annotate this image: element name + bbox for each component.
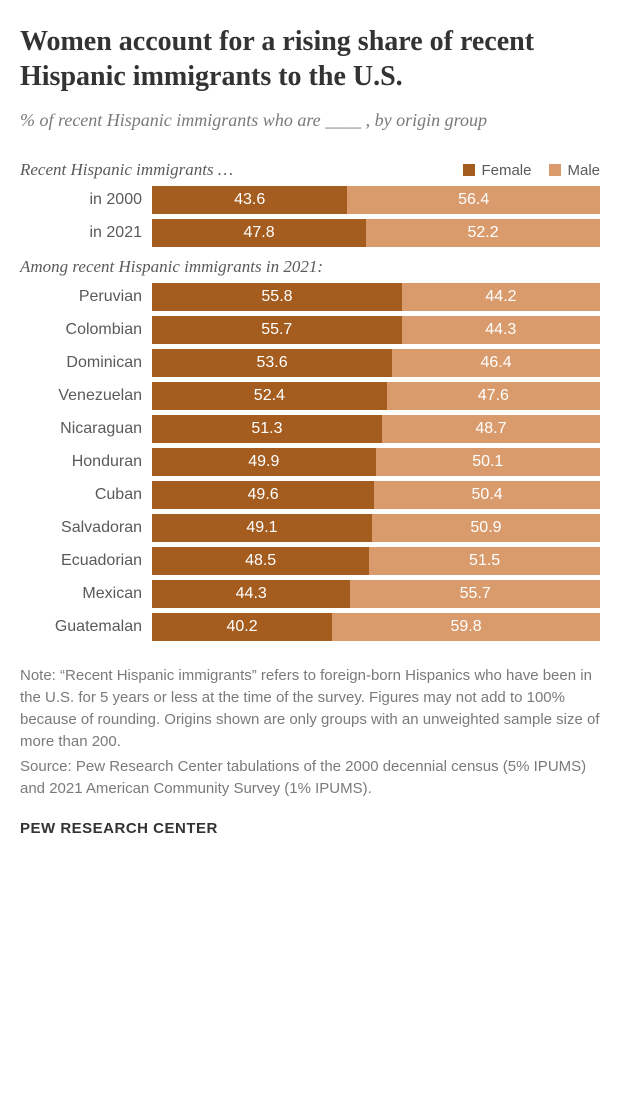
- stacked-bar: 49.950.1: [152, 448, 600, 476]
- bar-segment-male: 50.1: [376, 448, 600, 476]
- legend-female-label: Female: [481, 162, 531, 179]
- bar-segment-male: 59.8: [332, 613, 600, 641]
- row-label: Dominican: [20, 354, 152, 372]
- legend-female: Female: [463, 162, 531, 179]
- stacked-bar: 40.259.8: [152, 613, 600, 641]
- note-text: Note: “Recent Hispanic immigrants” refer…: [20, 665, 600, 752]
- stacked-bar: 51.348.7: [152, 415, 600, 443]
- bar-segment-female: 48.5: [152, 547, 369, 575]
- stacked-bar: 44.355.7: [152, 580, 600, 608]
- bar-segment-female: 55.7: [152, 316, 402, 344]
- row-label: Ecuadorian: [20, 552, 152, 570]
- legend-row: Recent Hispanic immigrants … Female Male: [20, 160, 600, 180]
- bar-row: in 202147.852.2: [20, 219, 600, 247]
- bar-segment-male: 52.2: [366, 219, 600, 247]
- legend-male: Male: [549, 162, 600, 179]
- bar-segment-male: 51.5: [369, 547, 600, 575]
- legend: Female Male: [463, 162, 600, 179]
- bar-row: Colombian55.744.3: [20, 316, 600, 344]
- chart-section2: Peruvian55.844.2Colombian55.744.3Dominic…: [20, 283, 600, 641]
- swatch-female: [463, 164, 475, 176]
- swatch-male: [549, 164, 561, 176]
- bar-row: Salvadoran49.150.9: [20, 514, 600, 542]
- bar-segment-male: 55.7: [350, 580, 600, 608]
- footer-attribution: PEW RESEARCH CENTER: [20, 820, 600, 837]
- bar-row: Honduran49.950.1: [20, 448, 600, 476]
- bar-segment-male: 44.3: [402, 316, 600, 344]
- stacked-bar: 49.650.4: [152, 481, 600, 509]
- section1-header: Recent Hispanic immigrants …: [20, 160, 463, 180]
- source-text: Source: Pew Research Center tabulations …: [20, 756, 600, 800]
- bar-segment-female: 52.4: [152, 382, 387, 410]
- bar-segment-male: 44.2: [402, 283, 600, 311]
- bar-segment-male: 50.4: [374, 481, 600, 509]
- row-label: Venezuelan: [20, 387, 152, 405]
- bar-segment-female: 47.8: [152, 219, 366, 247]
- row-label: Honduran: [20, 453, 152, 471]
- stacked-bar: 52.447.6: [152, 382, 600, 410]
- bar-segment-male: 50.9: [372, 514, 600, 542]
- bar-segment-female: 44.3: [152, 580, 350, 608]
- bar-row: Mexican44.355.7: [20, 580, 600, 608]
- bar-segment-male: 56.4: [347, 186, 600, 214]
- stacked-bar: 49.150.9: [152, 514, 600, 542]
- stacked-bar: 55.844.2: [152, 283, 600, 311]
- bar-segment-male: 46.4: [392, 349, 600, 377]
- row-label: Cuban: [20, 486, 152, 504]
- bar-row: Ecuadorian48.551.5: [20, 547, 600, 575]
- bar-segment-male: 48.7: [382, 415, 600, 443]
- bar-segment-male: 47.6: [387, 382, 600, 410]
- chart-subtitle: % of recent Hispanic immigrants who are …: [20, 108, 600, 132]
- row-label: Mexican: [20, 585, 152, 603]
- bar-row: in 200043.656.4: [20, 186, 600, 214]
- bar-row: Venezuelan52.447.6: [20, 382, 600, 410]
- chart-title: Women account for a rising share of rece…: [20, 24, 600, 94]
- stacked-bar: 43.656.4: [152, 186, 600, 214]
- row-label: Peruvian: [20, 288, 152, 306]
- chart-section1: in 200043.656.4in 202147.852.2: [20, 186, 600, 247]
- bar-segment-female: 49.6: [152, 481, 374, 509]
- stacked-bar: 55.744.3: [152, 316, 600, 344]
- bar-segment-female: 40.2: [152, 613, 332, 641]
- legend-male-label: Male: [567, 162, 600, 179]
- bar-segment-female: 53.6: [152, 349, 392, 377]
- bar-row: Nicaraguan51.348.7: [20, 415, 600, 443]
- bar-segment-female: 49.1: [152, 514, 372, 542]
- row-label: Guatemalan: [20, 618, 152, 636]
- row-label: Nicaraguan: [20, 420, 152, 438]
- bar-segment-female: 51.3: [152, 415, 382, 443]
- row-label: in 2000: [20, 191, 152, 209]
- bar-row: Dominican53.646.4: [20, 349, 600, 377]
- row-label: Colombian: [20, 321, 152, 339]
- bar-segment-female: 49.9: [152, 448, 376, 476]
- section2-header: Among recent Hispanic immigrants in 2021…: [20, 257, 600, 277]
- stacked-bar: 48.551.5: [152, 547, 600, 575]
- bar-segment-female: 55.8: [152, 283, 402, 311]
- row-label: in 2021: [20, 224, 152, 242]
- stacked-bar: 47.852.2: [152, 219, 600, 247]
- stacked-bar: 53.646.4: [152, 349, 600, 377]
- bar-segment-female: 43.6: [152, 186, 347, 214]
- bar-row: Cuban49.650.4: [20, 481, 600, 509]
- bar-row: Guatemalan40.259.8: [20, 613, 600, 641]
- row-label: Salvadoran: [20, 519, 152, 537]
- bar-row: Peruvian55.844.2: [20, 283, 600, 311]
